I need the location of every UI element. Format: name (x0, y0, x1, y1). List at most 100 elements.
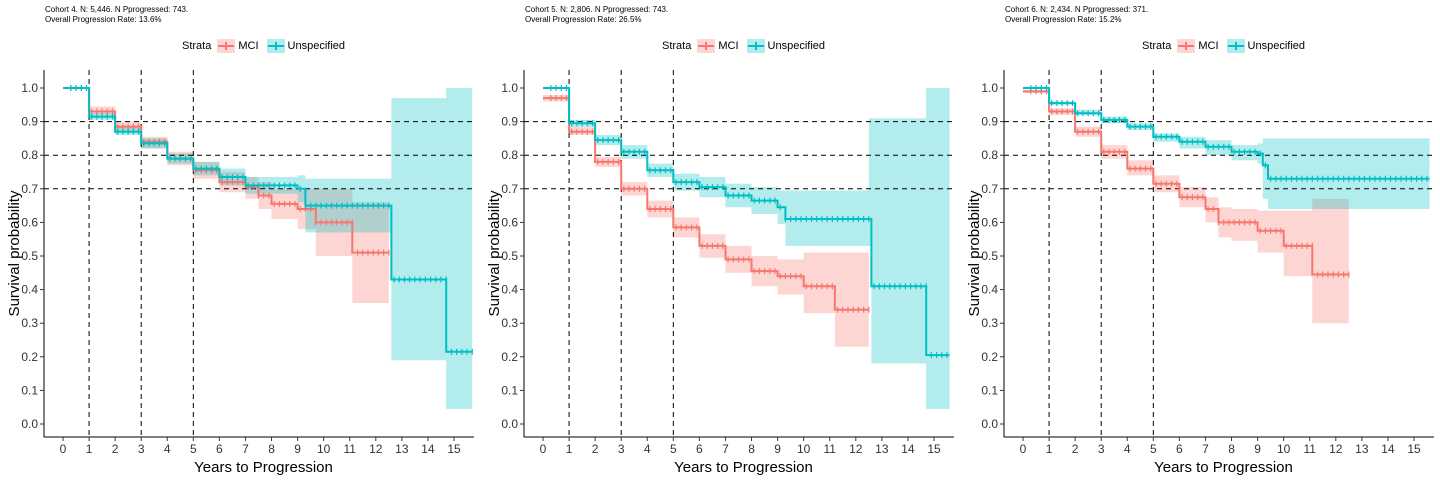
legend-label-mci: MCI (1198, 40, 1219, 52)
y-axis-title: Survival probability (6, 190, 23, 316)
caption-line-2: Overall Progression Rate: 13.6% (45, 15, 162, 24)
legend-title: Strata (1142, 40, 1172, 52)
caption-line-1: Cohort 4. N: 5,446. N Pprogressed: 743. (45, 5, 189, 14)
x-tick-label: 10 (797, 442, 811, 456)
y-tick-label: 0.3 (21, 316, 38, 330)
legend-title: Strata (662, 40, 692, 52)
y-tick-label: 0.0 (501, 417, 518, 431)
x-tick-label: 6 (1176, 442, 1183, 456)
x-tick-label: 1 (566, 442, 573, 456)
x-tick-label: 10 (1277, 442, 1291, 456)
legend-label-mci: MCI (238, 40, 259, 52)
x-axis-title: Years to Progression (674, 459, 813, 476)
caption-line-2: Overall Progression Rate: 15.2% (1005, 15, 1122, 24)
x-tick-label: 1 (1046, 442, 1053, 456)
legend-key-unspecified (1226, 39, 1245, 53)
km-panel-cohort-4: Cohort 4. N: 5,446. N Pprogressed: 743. … (0, 0, 480, 480)
y-tick-label: 0.7 (21, 182, 38, 196)
legend-key-mci (697, 39, 716, 53)
y-tick-label: 0.3 (981, 316, 998, 330)
x-tick-label: 15 (927, 442, 941, 456)
x-tick-label: 12 (1329, 442, 1343, 456)
y-tick-label: 0.1 (981, 383, 998, 397)
y-axis-title: Survival probability (486, 190, 503, 316)
legend-title: Strata (182, 40, 212, 52)
y-tick-label: 0.5 (981, 249, 998, 263)
legend-label-unspecified: Unspecified (767, 40, 826, 52)
x-tick-label: 2 (1072, 442, 1079, 456)
x-tick-label: 11 (823, 442, 836, 456)
y-tick-label: 0.6 (501, 215, 518, 229)
y-tick-label: 0.7 (981, 182, 998, 196)
x-tick-label: 11 (343, 442, 356, 456)
km-curve-unspecified (543, 87, 950, 357)
x-tick-label: 7 (1202, 442, 1209, 456)
x-tick-label: 4 (164, 442, 171, 456)
legend: Strata MCI Unspecified (662, 39, 833, 53)
panel-caption: Cohort 4. N: 5,446. N Pprogressed: 743. … (45, 5, 188, 25)
y-tick-label: 0.0 (21, 417, 38, 431)
y-tick-label: 0.6 (981, 215, 998, 229)
km-curve-unspecified (63, 87, 473, 353)
x-tick-label: 8 (1228, 442, 1235, 456)
x-tick-label: 2 (592, 442, 599, 456)
y-axis-title: Survival probability (966, 190, 983, 316)
x-tick-label: 0 (60, 442, 67, 456)
x-tick-label: 0 (540, 442, 547, 456)
y-tick-label: 0.9 (981, 115, 998, 129)
panel-caption: Cohort 5. N: 2,806. N Pprogressed: 743. … (525, 5, 668, 25)
x-tick-label: 4 (1124, 442, 1131, 456)
km-panel-cohort-5: Cohort 5. N: 2,806. N Pprogressed: 743. … (480, 0, 960, 480)
km-panel-cohort-6: Cohort 6. N: 2,434. N Pprogressed: 371. … (960, 0, 1440, 480)
x-tick-label: 7 (722, 442, 729, 456)
x-axis-title: Years to Progression (1154, 459, 1293, 476)
y-tick-label: 0.1 (21, 383, 38, 397)
km-plot: 0.00.10.20.30.40.50.60.70.80.91.00 1 2 3 4 5 6… (486, 70, 954, 476)
ci-band-unspecified (1023, 88, 1430, 209)
x-tick-label: 5 (190, 442, 197, 456)
y-tick-label: 0.8 (21, 148, 38, 162)
ci-band-mci (1023, 89, 1349, 324)
x-tick-label: 15 (447, 442, 461, 456)
x-tick-label: 13 (875, 442, 889, 456)
x-tick-label: 3 (1098, 442, 1105, 456)
y-tick-label: 0.0 (981, 417, 998, 431)
x-tick-label: 13 (1355, 442, 1369, 456)
legend: Strata MCI Unspecified (1142, 39, 1313, 53)
y-tick-label: 0.4 (501, 283, 518, 297)
x-tick-label: 11 (1303, 442, 1316, 456)
y-tick-label: 0.9 (501, 115, 518, 129)
y-tick-label: 0.6 (21, 215, 38, 229)
x-tick-label: 13 (395, 442, 409, 456)
km-curve-mci (543, 97, 869, 311)
y-tick-label: 0.9 (21, 115, 38, 129)
y-tick-label: 0.1 (501, 383, 518, 397)
km-curve-mci (1023, 90, 1349, 276)
caption-line-1: Cohort 6. N: 2,434. N Pprogressed: 371. (1005, 5, 1149, 14)
y-tick-label: 0.4 (981, 283, 998, 297)
y-tick-label: 0.8 (981, 148, 998, 162)
y-tick-label: 0.7 (501, 182, 518, 196)
x-tick-label: 8 (748, 442, 755, 456)
legend-key-mci (1177, 39, 1196, 53)
x-tick-label: 0 (1020, 442, 1027, 456)
x-tick-label: 6 (696, 442, 703, 456)
x-tick-label: 14 (1381, 442, 1395, 456)
x-tick-label: 14 (421, 442, 435, 456)
y-tick-label: 0.5 (501, 249, 518, 263)
ci-band-mci (543, 94, 869, 347)
legend-label-unspecified: Unspecified (1247, 40, 1306, 52)
legend-label-unspecified: Unspecified (287, 40, 346, 52)
panel-caption: Cohort 6. N: 2,434. N Pprogressed: 371. … (1005, 5, 1148, 25)
km-plot: 0.00.10.20.30.40.50.60.70.80.91.00 1 2 3 4 5 6… (6, 70, 474, 476)
legend-key-mci (217, 39, 236, 53)
x-tick-label: 5 (1150, 442, 1157, 456)
y-tick-label: 1.0 (21, 81, 38, 95)
caption-line-1: Cohort 5. N: 2,806. N Pprogressed: 743. (525, 5, 669, 14)
legend-key-unspecified (266, 39, 285, 53)
x-tick-label: 7 (242, 442, 249, 456)
y-tick-label: 0.2 (501, 350, 518, 364)
x-tick-label: 3 (618, 442, 625, 456)
x-tick-label: 9 (1254, 442, 1261, 456)
y-tick-label: 0.2 (21, 350, 38, 364)
